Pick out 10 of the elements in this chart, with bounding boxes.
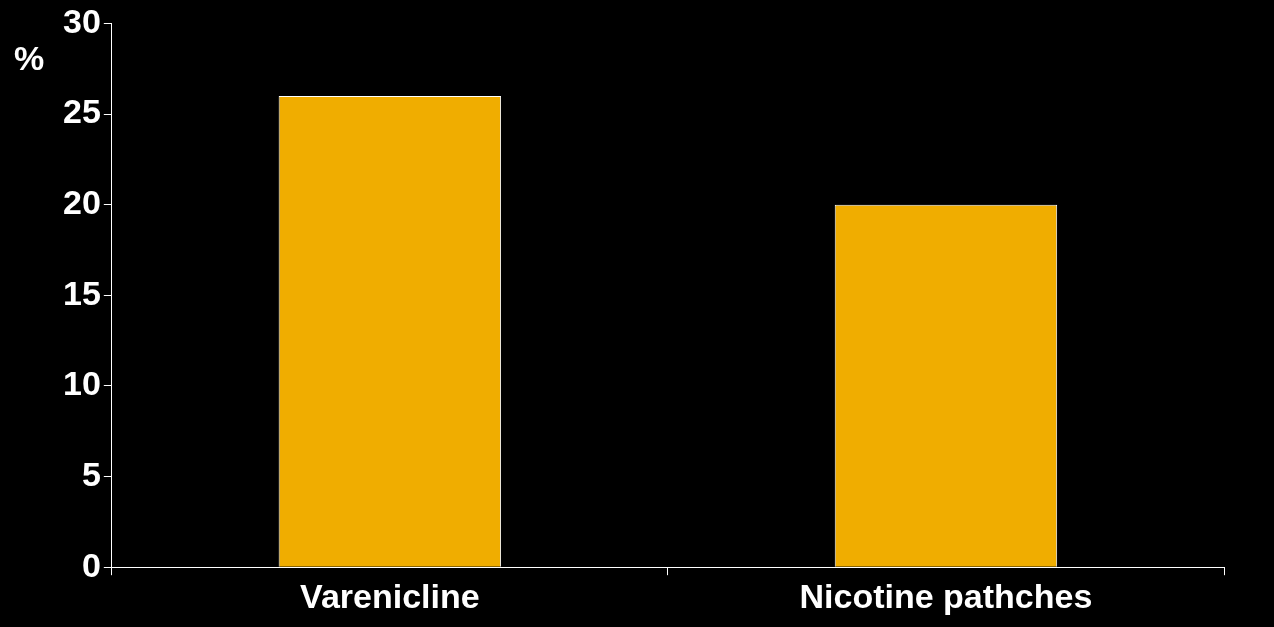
- x-tick-label: Nicotine pathches: [799, 576, 1093, 615]
- y-tick-label: 10: [62, 364, 101, 403]
- x-tick-label: Varenicline: [300, 576, 480, 615]
- y-tick-label: 20: [62, 183, 101, 222]
- y-tick-label: 0: [81, 545, 101, 584]
- y-tick-label: 30: [62, 1, 101, 40]
- y-tick-label: 25: [62, 92, 101, 131]
- y-tick-label: 15: [62, 273, 101, 312]
- y-axis-title: %: [14, 39, 45, 78]
- y-tick-label: 5: [81, 454, 101, 493]
